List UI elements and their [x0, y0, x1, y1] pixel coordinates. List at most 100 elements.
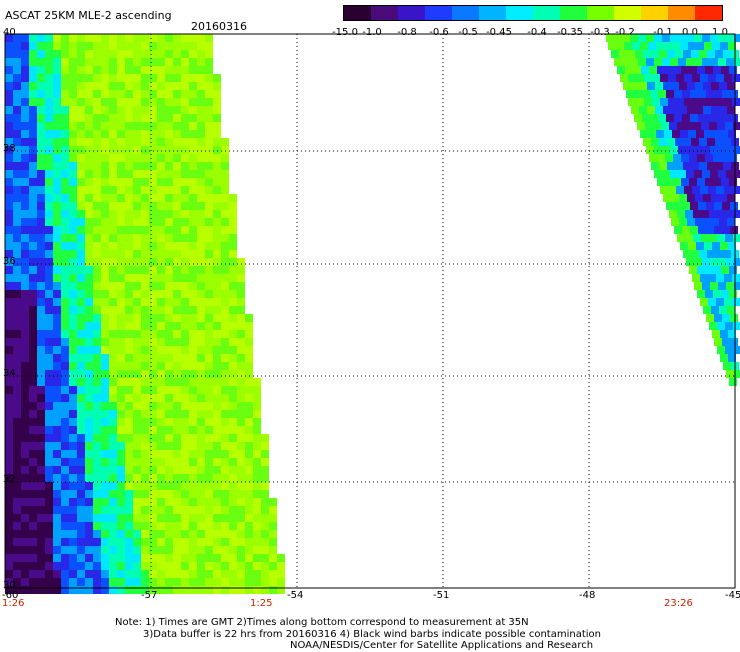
swath-cell: [181, 170, 189, 178]
swath-cell: [37, 354, 45, 362]
swath-cell: [125, 402, 133, 410]
swath-cell: [221, 330, 229, 338]
swath-cell: [141, 146, 149, 154]
swath-cell: [37, 274, 45, 282]
color-scale-label: -1.0: [362, 27, 382, 38]
swath-cell: [53, 530, 61, 538]
swath-cell: [5, 66, 13, 74]
swath-cell: [229, 514, 237, 522]
swath-cell: [101, 410, 109, 418]
swath-cell: [729, 290, 737, 298]
swath-cell: [732, 98, 740, 106]
swath-cell: [109, 306, 117, 314]
swath-cell: [5, 34, 13, 42]
swath-cell: [245, 490, 253, 498]
swath-cell: [141, 498, 149, 506]
swath-cell: [69, 442, 77, 450]
swath-cell: [93, 90, 101, 98]
swath-cell: [181, 50, 189, 58]
swath-cell: [173, 50, 181, 58]
swath-cell: [197, 298, 205, 306]
swath-cell: [253, 418, 261, 426]
swath-cell: [21, 170, 29, 178]
swath-cell: [173, 242, 181, 250]
swath-cell: [647, 106, 655, 114]
swath-cell: [117, 570, 125, 578]
swath-cell: [205, 154, 213, 162]
swath-cell: [729, 178, 737, 186]
longitude-label: -51: [433, 590, 450, 601]
swath-cell: [677, 234, 685, 242]
swath-cell: [213, 410, 221, 418]
swath-cell: [45, 346, 53, 354]
swath-cell: [101, 538, 109, 546]
swath-cell: [197, 130, 205, 138]
swath-cell: [681, 154, 689, 162]
swath-cell: [61, 266, 69, 274]
swath-cell: [705, 178, 713, 186]
swath-cell: [657, 66, 665, 74]
swath-cell: [672, 42, 680, 50]
swath-cell: [165, 562, 173, 570]
swath-cell: [101, 50, 109, 58]
swath-cell: [229, 226, 237, 234]
swath-cell: [703, 194, 711, 202]
swath-cell: [725, 346, 733, 354]
swath-cell: [237, 554, 245, 562]
swath-cell: [181, 546, 189, 554]
swath-cell: [37, 202, 45, 210]
swath-cell: [655, 106, 663, 114]
swath-cell: [13, 330, 21, 338]
swath-cell: [69, 354, 77, 362]
color-scale-label: -0.4: [527, 27, 547, 38]
swath-cell: [77, 282, 85, 290]
swath-cell: [93, 234, 101, 242]
swath-cell: [687, 82, 695, 90]
swath-cell: [13, 562, 21, 570]
swath-cell: [181, 346, 189, 354]
swath-cell: [149, 306, 157, 314]
swath-cell: [181, 234, 189, 242]
swath-cell: [133, 202, 141, 210]
swath-cell: [117, 386, 125, 394]
swath-cell: [21, 106, 29, 114]
swath-cell: [703, 218, 711, 226]
swath-cell: [149, 530, 157, 538]
swath-cell: [133, 298, 141, 306]
swath-cell: [665, 66, 673, 74]
swath-cell: [157, 258, 165, 266]
swath-cell: [45, 138, 53, 146]
swath-cell: [61, 146, 69, 154]
swath-cell: [133, 562, 141, 570]
swath-cell: [631, 82, 639, 90]
swath-cell: [101, 354, 109, 362]
swath-cell: [77, 146, 85, 154]
swath-cell: [655, 82, 663, 90]
swath-cell: [37, 66, 45, 74]
swath-cell: [21, 306, 29, 314]
swath-cell: [21, 194, 29, 202]
color-scale-swatch: [668, 6, 695, 20]
swath-cell: [157, 386, 165, 394]
swath-cell: [181, 202, 189, 210]
swath-cell: [61, 354, 69, 362]
swath-cell: [715, 250, 723, 258]
swath-cell: [149, 290, 157, 298]
swath-cell: [189, 98, 197, 106]
swath-cell: [181, 330, 189, 338]
swath-cell: [149, 538, 157, 546]
swath-cell: [29, 210, 37, 218]
swath-cell: [61, 434, 69, 442]
swath-cell: [45, 282, 53, 290]
swath-cell: [165, 586, 173, 594]
color-scale-swatch: [695, 6, 722, 20]
swath-cell: [29, 242, 37, 250]
swath-cell: [197, 346, 205, 354]
swath-cell: [117, 130, 125, 138]
swath-cell: [165, 138, 173, 146]
swath-cell: [117, 266, 125, 274]
swath-cell: [710, 170, 718, 178]
swath-cell: [117, 314, 125, 322]
swath-cell: [61, 66, 69, 74]
swath-cell: [125, 50, 133, 58]
